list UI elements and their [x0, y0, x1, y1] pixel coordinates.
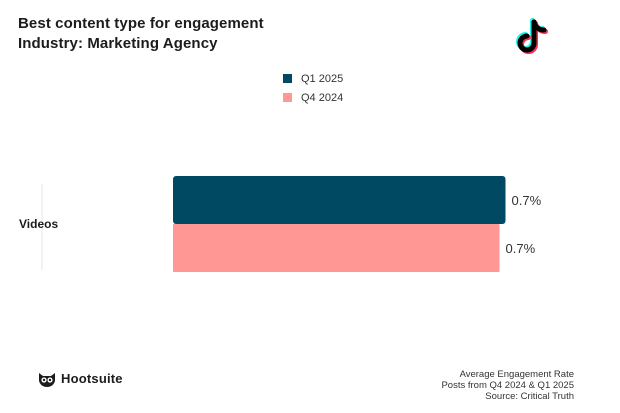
chart-legend: Q1 2025 Q4 2024: [283, 69, 343, 107]
legend-swatch-q4-2024: [283, 93, 292, 102]
data-label-q1-2025: 0.7%: [512, 193, 542, 208]
owl-logo-icon: [39, 373, 55, 387]
brand-logo: Hootsuite: [37, 370, 123, 387]
data-label-q4-2024: 0.7%: [506, 241, 536, 256]
bar-q4-2024: [173, 224, 500, 272]
legend-item-q1-2025: Q1 2025: [283, 69, 343, 88]
bar-q1-2025: [173, 176, 506, 224]
brand-name: Hootsuite: [61, 371, 123, 386]
legend-item-q4-2024: Q4 2024: [283, 88, 343, 107]
footnote-period: Posts from Q4 2024 & Q1 2025: [441, 380, 574, 391]
legend-label-q4-2024: Q4 2024: [301, 91, 344, 104]
category-label: Videos: [19, 217, 58, 231]
footnote-metric: Average Engagement Rate: [459, 369, 574, 380]
chart-footnote: Average Engagement Rate Posts from Q4 20…: [441, 369, 574, 402]
tiktok-icon: [516, 18, 548, 54]
legend-label-q1-2025: Q1 2025: [301, 72, 344, 85]
chart-subtitle: Industry: Marketing Agency: [18, 35, 218, 52]
legend-swatch-q1-2025: [283, 74, 292, 83]
chart-title: Best content type for engagement: [18, 15, 264, 32]
footnote-source: Source: Critical Truth: [485, 391, 574, 402]
